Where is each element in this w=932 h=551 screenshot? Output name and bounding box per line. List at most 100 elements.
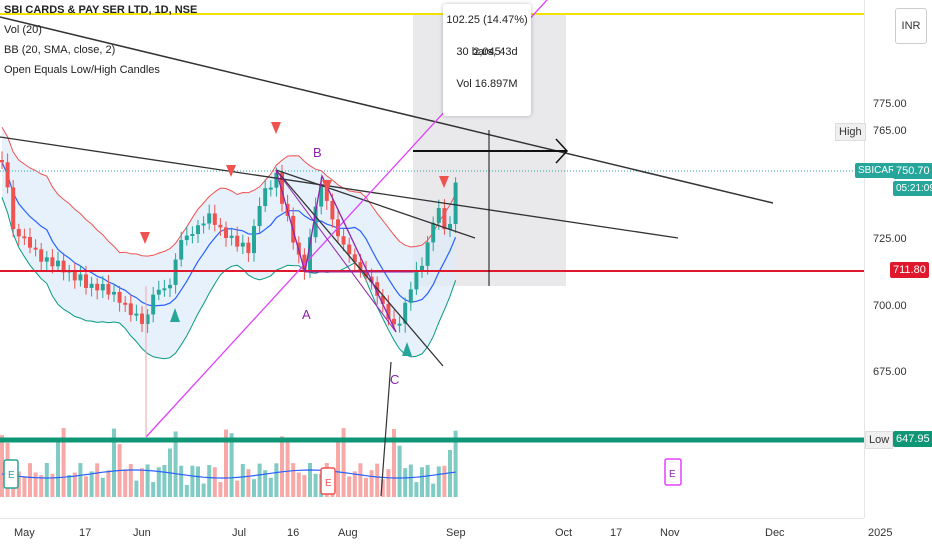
- measure-tooltip: 102.25 (14.47%) 2,045 30 bars, 43d Vol 1…: [443, 4, 531, 116]
- time-tick: Aug: [338, 527, 358, 539]
- time-tick: Dec: [765, 527, 785, 539]
- candle-body: [156, 289, 161, 295]
- volume-bar: [134, 480, 139, 497]
- volume-bar: [386, 469, 391, 497]
- volume-bar: [358, 463, 363, 497]
- earnings-marker[interactable]: E: [320, 467, 336, 495]
- abcd-pattern[interactable]: [275, 169, 397, 333]
- candle-body: [184, 235, 189, 241]
- bollinger-band-fill: [2, 127, 456, 359]
- volume-bar: [431, 483, 436, 497]
- low-tag: Low: [865, 431, 894, 449]
- currency-button[interactable]: INR: [895, 8, 927, 44]
- volume-bar: [106, 470, 111, 497]
- candle-body: [302, 254, 307, 271]
- volume-bar: [235, 480, 240, 497]
- candle-body: [11, 187, 16, 230]
- candle-body: [252, 226, 256, 254]
- earnings-marker[interactable]: E: [3, 459, 19, 489]
- volume-bar: [240, 463, 245, 497]
- candle-body: [380, 295, 385, 304]
- candle-body: [190, 233, 195, 236]
- volume-bar: [336, 437, 340, 497]
- channel-upper-line[interactable]: [275, 169, 476, 239]
- candle-body: [117, 291, 122, 303]
- candle-body: [436, 208, 441, 223]
- time-tick: Jul: [232, 527, 247, 539]
- candle-body: [392, 318, 396, 325]
- volume-indicator-label[interactable]: Vol (20): [4, 24, 42, 36]
- volume-bar: [156, 467, 161, 497]
- candle-body: [448, 224, 452, 230]
- measure-volume: Vol 16.897M: [456, 78, 518, 90]
- candle-body: [28, 237, 32, 248]
- time-tick: Nov: [660, 527, 680, 539]
- candle-body: [313, 206, 318, 238]
- candle-body: [257, 205, 262, 227]
- volume-bar: [347, 476, 352, 497]
- volume-bar: [78, 463, 83, 497]
- candle-body: [84, 274, 88, 288]
- volume-bar: [442, 465, 447, 497]
- volume-bar: [84, 476, 88, 497]
- candle-body: [235, 235, 240, 247]
- volume-bar: [112, 428, 116, 497]
- chart-area[interactable]: B A C E E E SBI CARDS & PAY SER LTD, 1D,…: [0, 0, 864, 518]
- volume-bar: [184, 484, 189, 497]
- time-tick: Sep: [446, 527, 466, 539]
- time-tick: May: [14, 527, 35, 539]
- symbol-title[interactable]: SBI CARDS & PAY SER LTD, 1D, NSE: [4, 4, 198, 16]
- candle-body: [22, 236, 27, 239]
- volume-bar: [448, 449, 452, 497]
- candle-body: [352, 254, 357, 263]
- channel-lower-line[interactable]: [275, 169, 444, 367]
- red-level-label: 711.80: [890, 262, 929, 278]
- bollinger-lower-band: [1, 197, 457, 360]
- volume-bar: [224, 429, 228, 497]
- volume-bar: [22, 476, 27, 497]
- price-tick: 725.00: [873, 233, 907, 245]
- volume-bar: [291, 463, 296, 497]
- candle-body: [39, 249, 44, 262]
- candle-body: [140, 313, 144, 324]
- volume-bar: [280, 436, 284, 497]
- candle-body: [100, 283, 105, 291]
- bollinger-indicator-label[interactable]: BB (20, SMA, close, 2): [4, 44, 116, 56]
- high-tag: High: [835, 123, 866, 141]
- pattern-line-2: [275, 169, 397, 333]
- low-value-label: 647.95: [893, 431, 932, 447]
- candle-body: [268, 187, 273, 190]
- candle-body: [95, 283, 100, 291]
- measure-bars: 30 bars, 43d: [456, 46, 518, 58]
- volume-bar: [257, 463, 262, 497]
- volume-bar: [369, 470, 374, 497]
- candle-body: [72, 270, 77, 281]
- last-price-label: 750.70: [893, 163, 932, 179]
- volume-bar: [196, 466, 200, 497]
- custom-indicator-label[interactable]: Open Equals Low/High Candles: [4, 64, 160, 76]
- volume-bar: [95, 463, 100, 497]
- long-downtrend-line[interactable]: [0, 16, 774, 204]
- candle-body: [420, 265, 424, 271]
- measure-change: 102.25 (14.47%) 2,045: [446, 14, 528, 58]
- downtrend-line-2[interactable]: [0, 136, 679, 239]
- volume-bar: [229, 433, 234, 497]
- volume-bar: [246, 469, 251, 497]
- earnings-marker[interactable]: E: [664, 458, 682, 486]
- candle-body: [229, 235, 234, 238]
- time-tick: 17: [79, 527, 92, 539]
- earnings-label: E: [8, 470, 15, 481]
- earnings-label: E: [325, 478, 332, 489]
- volume-bar: [33, 472, 38, 497]
- candle-body: [207, 213, 212, 224]
- candle-body: [347, 244, 352, 255]
- candle-body: [168, 284, 172, 289]
- candle-body: [308, 237, 312, 271]
- time-tick: 16: [287, 527, 300, 539]
- volume-bar: [162, 465, 167, 497]
- volume-bar: [308, 463, 312, 497]
- candle-body: [224, 227, 228, 238]
- time-axis[interactable]: May 17 Jun Jul 16 Aug Sep Oct 17 Nov Dec…: [0, 518, 892, 551]
- price-axis[interactable]: INR 775.00 725.00 700.00 675.00 High 765…: [835, 0, 932, 518]
- price-chart[interactable]: B A C E E E: [0, 0, 864, 518]
